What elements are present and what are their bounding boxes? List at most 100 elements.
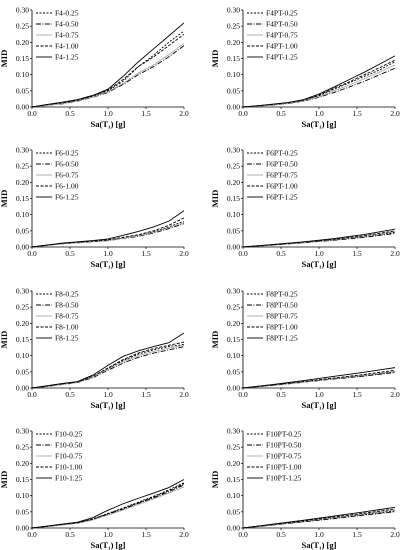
legend-entry: F4-0.50: [55, 20, 79, 29]
series-line-F6PT-1.25: [242, 228, 396, 248]
y-tick-label: 0.00: [227, 103, 240, 112]
y-axis-label: MID: [210, 331, 220, 348]
x-tick-label: 0.0: [238, 109, 248, 118]
y-tick-label: 0.20: [16, 459, 29, 468]
y-tick-label: 0.05: [227, 86, 240, 95]
legend-entry: F4PT-0.25: [266, 9, 298, 18]
series-line-F4PT-0.50: [242, 67, 396, 108]
y-tick-label: 0.10: [227, 210, 240, 219]
y-tick-label: 0.05: [227, 507, 240, 516]
series-line-F4PT-1.00: [242, 59, 396, 108]
x-tick-label: 0.5: [65, 530, 75, 539]
y-tick-label: 0.00: [16, 243, 29, 252]
y-tick-label: 0.20: [227, 178, 240, 187]
y-tick-label: 0.30: [16, 427, 29, 436]
legend-entry: F8-0.75: [55, 312, 79, 321]
y-tick-label: 0.10: [16, 351, 29, 360]
y-tick-label: 0.10: [16, 70, 29, 79]
y-tick-label: 0.25: [16, 22, 29, 31]
x-tick-label: 1.0: [314, 249, 324, 258]
x-axis-label: Sa(T₁) [g]: [302, 119, 337, 129]
x-tick-label: 0.5: [276, 109, 286, 118]
legend-entry: F10PT-0.75: [266, 452, 302, 461]
y-tick-label: 0.15: [16, 54, 29, 63]
legend-entry: F10PT-1.00: [266, 463, 302, 472]
chart-panel-3: 0.00 0.05 0.10 0.15 0.20 0.25 0.30 0.0 0.5 1.0 1.5…: [0, 146, 189, 270]
legend-entry: F6-1.25: [55, 193, 79, 202]
y-tick-label: 0.25: [16, 162, 29, 171]
series-line-F8PT-1.25: [242, 367, 396, 389]
x-tick-label: 2.0: [179, 530, 189, 539]
x-tick-label: 0.5: [65, 109, 75, 118]
y-axis-label: MID: [0, 50, 9, 67]
series-line-F10-0.50: [31, 484, 185, 529]
y-tick-label: 0.25: [16, 443, 29, 452]
legend-entry: F4PT-0.75: [266, 31, 298, 40]
legend-entry: F8PT-0.50: [266, 301, 298, 310]
legend-entry: F4PT-0.50: [266, 20, 298, 29]
series-line-F10-1.00: [31, 483, 185, 529]
series-line-F8-1.25: [31, 332, 185, 389]
x-tick-label: 2.0: [179, 249, 189, 258]
series-line-F10PT-1.00: [242, 508, 396, 529]
y-tick-label: 0.00: [16, 103, 29, 112]
y-tick-label: 0.15: [16, 194, 29, 203]
y-tick-label: 0.15: [227, 194, 240, 203]
x-tick-label: 2.0: [390, 109, 400, 118]
y-axis-label: MID: [210, 471, 220, 488]
legend-entry: F8PT-1.00: [266, 323, 298, 332]
y-tick-label: 0.15: [16, 335, 29, 344]
y-tick-label: 0.15: [227, 475, 240, 484]
x-tick-label: 1.5: [141, 390, 151, 399]
series-line-F4-1.00: [31, 33, 185, 108]
x-tick-label: 0.5: [276, 249, 286, 258]
legend-entry: F6PT-0.75: [266, 171, 298, 180]
series-line-F8-0.50: [31, 346, 185, 389]
legend-entry: F8-0.50: [55, 301, 79, 310]
x-tick-label: 2.0: [390, 249, 400, 258]
x-axis-label: Sa(T₁) [g]: [302, 259, 337, 269]
legend-entry: F6PT-0.50: [266, 160, 298, 169]
x-tick-label: 1.5: [141, 249, 151, 258]
x-tick-label: 0.0: [238, 390, 248, 399]
chart-panel-8: 0.00 0.05 0.10 0.15 0.20 0.25 0.30 0.0 0.5 1.0 1.5…: [210, 427, 400, 550]
x-tick-label: 1.0: [314, 390, 324, 399]
legend-entry: F10PT-0.50: [266, 441, 302, 450]
y-tick-label: 0.05: [227, 367, 240, 376]
legend-entry: F10-1.00: [55, 463, 83, 472]
x-tick-label: 0.0: [27, 249, 37, 258]
chart-panel-7: 0.00 0.05 0.10 0.15 0.20 0.25 0.30 0.0 0.5 1.0 1.5…: [0, 427, 189, 550]
x-tick-label: 1.5: [352, 109, 362, 118]
x-axis-label: Sa(T₁) [g]: [91, 540, 126, 550]
y-tick-label: 0.30: [227, 146, 240, 155]
legend-entry: F6-0.50: [55, 160, 79, 169]
legend-entry: F4-0.25: [55, 9, 79, 18]
x-tick-label: 1.0: [314, 530, 324, 539]
y-tick-label: 0.25: [227, 22, 240, 31]
series-line-F4-1.25: [31, 22, 185, 108]
y-tick-label: 0.15: [227, 54, 240, 63]
series-line-F6-1.25: [31, 210, 185, 248]
y-axis-label: MID: [0, 190, 9, 207]
series-line-F6-1.00: [31, 217, 185, 248]
x-tick-label: 2.0: [179, 390, 189, 399]
legend-entry: F10PT-1.25: [266, 474, 302, 483]
x-axis-label: Sa(T₁) [g]: [302, 540, 337, 550]
y-tick-label: 0.05: [16, 226, 29, 235]
y-tick-label: 0.20: [16, 319, 29, 328]
y-tick-label: 0.25: [227, 162, 240, 171]
series-line-F10-1.25: [31, 479, 185, 529]
x-axis-label: Sa(T₁) [g]: [91, 119, 126, 129]
y-tick-label: 0.00: [227, 243, 240, 252]
y-tick-label: 0.10: [227, 70, 240, 79]
y-tick-label: 0.00: [16, 384, 29, 393]
y-tick-label: 0.05: [227, 226, 240, 235]
x-tick-label: 0.0: [27, 530, 37, 539]
x-tick-label: 0.5: [276, 390, 286, 399]
y-tick-label: 0.05: [16, 507, 29, 516]
legend-entry: F8PT-0.75: [266, 312, 298, 321]
x-tick-label: 0.5: [276, 530, 286, 539]
chart-panel-1: 0.00 0.05 0.10 0.15 0.20 0.25 0.30 0.0 0.5 1.0 1.5…: [0, 6, 189, 130]
y-tick-label: 0.10: [16, 210, 29, 219]
y-tick-label: 0.20: [227, 459, 240, 468]
